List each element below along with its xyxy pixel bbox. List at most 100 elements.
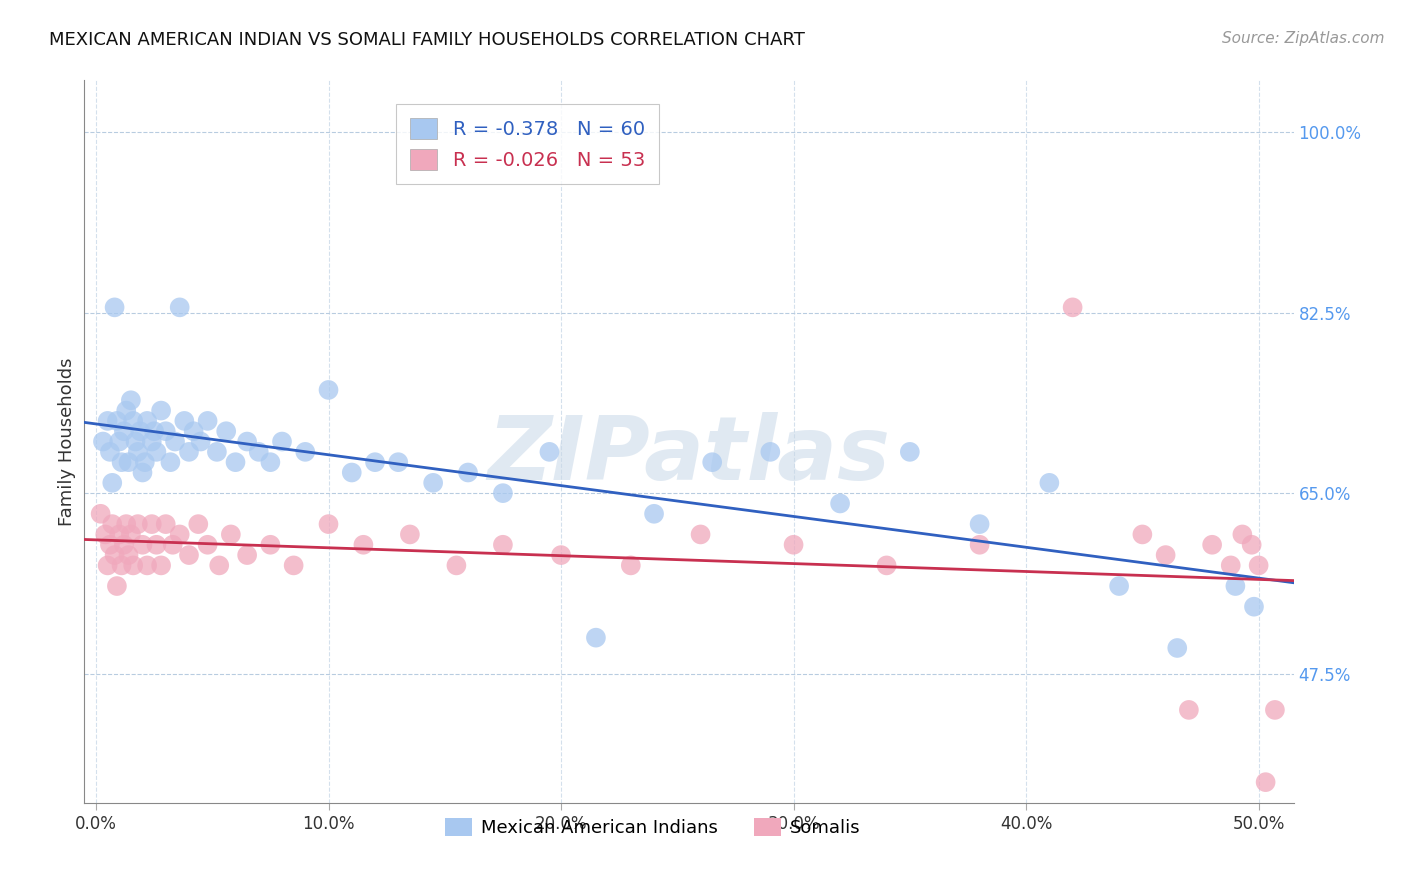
Point	[876, 558, 898, 573]
Text: Source: ZipAtlas.com: Source: ZipAtlas.com	[1222, 31, 1385, 46]
Point	[1062, 301, 1084, 315]
Point	[122, 414, 145, 428]
Point	[318, 383, 340, 397]
Point	[1264, 703, 1286, 717]
Point	[90, 507, 112, 521]
Point	[1166, 640, 1188, 655]
Point	[294, 445, 316, 459]
Point	[94, 527, 117, 541]
Point	[271, 434, 294, 449]
Point	[162, 538, 184, 552]
Point	[225, 455, 247, 469]
Point	[208, 558, 231, 573]
Point	[117, 548, 139, 562]
Point	[782, 538, 804, 552]
Point	[105, 414, 128, 428]
Point	[898, 445, 921, 459]
Point	[110, 558, 132, 573]
Point	[340, 466, 363, 480]
Point	[124, 434, 146, 449]
Point	[145, 538, 167, 552]
Point	[104, 548, 127, 562]
Point	[550, 548, 572, 562]
Point	[236, 434, 259, 449]
Point	[969, 517, 991, 532]
Point	[177, 445, 200, 459]
Point	[145, 445, 167, 459]
Point	[187, 517, 209, 532]
Point	[969, 538, 991, 552]
Point	[115, 517, 138, 532]
Point	[104, 301, 127, 315]
Point	[492, 486, 515, 500]
Point	[1240, 538, 1263, 552]
Point	[205, 445, 228, 459]
Point	[318, 517, 340, 532]
Point	[127, 445, 149, 459]
Point	[259, 538, 281, 552]
Point	[159, 455, 181, 469]
Point	[1201, 538, 1223, 552]
Point	[120, 527, 142, 541]
Point	[219, 527, 242, 541]
Point	[173, 414, 195, 428]
Point	[134, 455, 156, 469]
Point	[143, 424, 166, 438]
Point	[150, 403, 173, 417]
Point	[112, 424, 135, 438]
Text: ZIPatlas: ZIPatlas	[488, 412, 890, 500]
Legend: Mexican American Indians, Somalis: Mexican American Indians, Somalis	[437, 811, 868, 845]
Point	[177, 548, 200, 562]
Point	[1247, 558, 1270, 573]
Point	[1038, 475, 1060, 490]
Point	[108, 434, 131, 449]
Point	[169, 301, 191, 315]
Point	[122, 558, 145, 573]
Text: MEXICAN AMERICAN INDIAN VS SOMALI FAMILY HOUSEHOLDS CORRELATION CHART: MEXICAN AMERICAN INDIAN VS SOMALI FAMILY…	[49, 31, 806, 49]
Point	[702, 455, 724, 469]
Point	[620, 558, 643, 573]
Y-axis label: Family Households: Family Households	[58, 358, 76, 525]
Point	[387, 455, 409, 469]
Point	[155, 517, 177, 532]
Point	[127, 517, 149, 532]
Point	[131, 538, 153, 552]
Point	[364, 455, 387, 469]
Point	[120, 393, 142, 408]
Point	[492, 538, 515, 552]
Point	[1225, 579, 1247, 593]
Point	[150, 558, 173, 573]
Point	[1232, 527, 1254, 541]
Point	[105, 579, 128, 593]
Point	[98, 445, 121, 459]
Point	[1243, 599, 1265, 614]
Point	[97, 558, 120, 573]
Point	[112, 538, 135, 552]
Point	[236, 548, 259, 562]
Point	[115, 403, 138, 417]
Point	[136, 414, 159, 428]
Point	[1254, 775, 1277, 789]
Point	[101, 517, 124, 532]
Point	[165, 434, 187, 449]
Point	[101, 475, 124, 490]
Point	[422, 475, 444, 490]
Point	[155, 424, 177, 438]
Point	[352, 538, 374, 552]
Point	[585, 631, 607, 645]
Point	[169, 527, 191, 541]
Point	[98, 538, 121, 552]
Point	[197, 538, 219, 552]
Point	[283, 558, 305, 573]
Point	[643, 507, 665, 521]
Point	[1154, 548, 1177, 562]
Point	[91, 434, 114, 449]
Point	[446, 558, 468, 573]
Point	[1219, 558, 1241, 573]
Point	[830, 496, 852, 510]
Point	[108, 527, 131, 541]
Point	[1178, 703, 1201, 717]
Point	[141, 434, 163, 449]
Point	[538, 445, 561, 459]
Point	[1132, 527, 1154, 541]
